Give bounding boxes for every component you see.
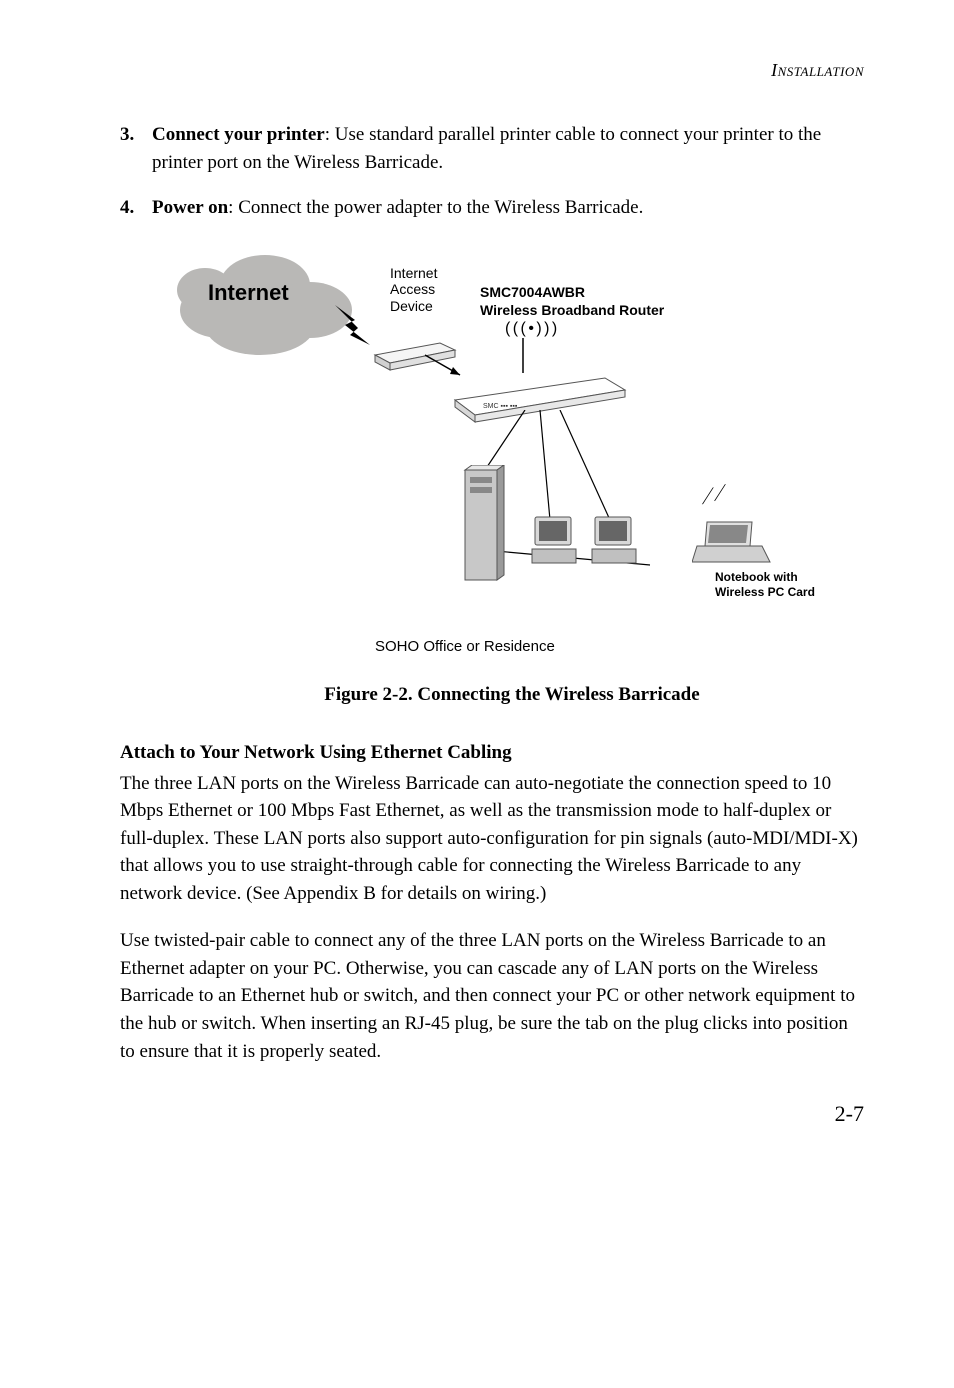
antenna-icon: ( ( ( • ) ) ) [505,320,556,338]
paragraph: The three LAN ports on the Wireless Barr… [120,770,864,908]
figure: Internet Internet Access Device SMC7004A… [160,240,864,706]
network-diagram: Internet Internet Access Device SMC7004A… [160,240,860,680]
notebook-label: Notebook with Wireless PC Card [715,570,815,601]
page-number: 2-7 [120,1101,864,1127]
router-line2: Wireless Broadband Router [480,302,664,318]
step-lead: Power on [152,197,228,218]
page: Installation 3. Connect your printer: Us… [0,0,954,1177]
soho-label: SOHO Office or Residence [375,638,555,655]
router-label: SMC7004AWBR Wireless Broadband Router [480,283,664,319]
step-4: 4. Power on: Connect the power adapter t… [120,194,864,222]
notebook-line1: Notebook with [715,570,798,584]
running-header: Installation [120,60,864,81]
figure-caption: Figure 2-2. Connecting the Wireless Barr… [160,684,864,706]
step-number: 4. [120,194,152,222]
desktop-icon [530,515,585,570]
iad-line3: Device [390,298,433,314]
notebook-line2: Wireless PC Card [715,585,815,599]
step-lead: Connect your printer [152,124,325,145]
tower-pc-icon [460,465,510,595]
step-number: 3. [120,121,152,176]
iad-label: Internet Access Device [390,265,437,315]
step-3: 3. Connect your printer: Use standard pa… [120,121,864,176]
cloud-label: Internet [208,280,289,306]
router-line1: SMC7004AWBR [480,284,585,300]
laptop-icon [692,520,772,570]
section-heading: Attach to Your Network Using Ethernet Ca… [120,742,864,764]
step-rest: : Connect the power adapter to the Wirel… [228,197,643,218]
iad-line1: Internet [390,265,437,281]
paragraph: Use twisted-pair cable to connect any of… [120,927,864,1065]
iad-line2: Access [390,281,435,297]
step-body: Power on: Connect the power adapter to t… [152,194,864,222]
desktop-icon [590,515,645,570]
svg-text:SMC ▪▪▪ ▪▪▪: SMC ▪▪▪ ▪▪▪ [483,403,518,410]
step-body: Connect your printer: Use standard paral… [152,121,864,176]
